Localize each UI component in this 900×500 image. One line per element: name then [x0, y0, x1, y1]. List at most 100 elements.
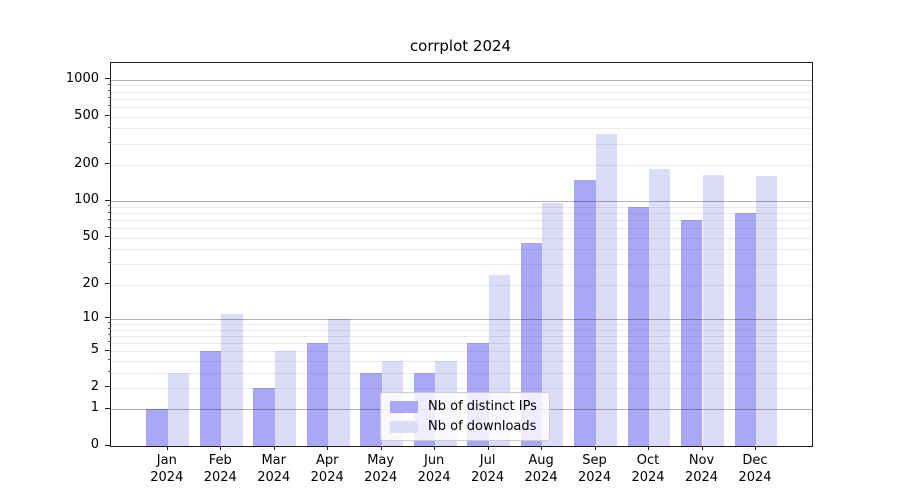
minor-gridline — [111, 85, 812, 87]
y-minor-tick — [108, 262, 111, 264]
x-tick-label: Oct 2024 — [616, 452, 680, 486]
x-tick-label: Aug 2024 — [509, 452, 573, 486]
x-tick-year: 2024 — [631, 470, 665, 485]
bar-downloads-sep — [595, 133, 617, 446]
minor-gridline — [111, 106, 812, 108]
minor-gridline — [111, 329, 812, 331]
x-tick-month: Nov — [688, 453, 715, 468]
y-tick — [105, 78, 111, 80]
y-tick-label: 50 — [82, 228, 99, 244]
bar-ips-apr — [306, 342, 329, 446]
legend: Nb of distinct IPs Nb of downloads — [380, 392, 550, 441]
legend-label-ips: Nb of distinct IPs — [428, 399, 537, 414]
x-tick-year: 2024 — [257, 470, 291, 485]
y-tick-label: 500 — [74, 107, 99, 123]
y-minor-tick — [108, 83, 111, 85]
minor-gridline — [111, 98, 812, 100]
y-minor-tick — [108, 334, 111, 336]
bar-downloads-jan — [167, 372, 190, 446]
minor-gridline — [111, 249, 812, 251]
y-minor-tick — [108, 328, 111, 330]
bar-downloads-nov — [702, 175, 724, 446]
bar-downloads-aug — [542, 203, 564, 446]
y-minor-tick — [108, 90, 111, 92]
bar-ips-nov — [681, 220, 703, 446]
bar-ips-dec — [734, 213, 756, 446]
minor-gridline — [111, 220, 812, 222]
minor-gridline — [111, 143, 812, 145]
minor-gridline — [111, 372, 812, 374]
x-tick — [594, 446, 596, 450]
y-minor-tick — [108, 283, 111, 285]
chart-title: corrplot 2024 — [409, 37, 512, 55]
minor-gridline — [111, 164, 812, 166]
minor-gridline — [111, 335, 812, 337]
x-tick-label: Nov 2024 — [670, 452, 734, 486]
bar-downloads-apr — [328, 318, 350, 446]
x-tick-label: Apr 2024 — [295, 452, 359, 486]
y-minor-tick — [108, 349, 111, 351]
minor-gridline — [111, 128, 812, 130]
y-tick-label: 1 — [90, 400, 99, 416]
x-tick-year: 2024 — [578, 470, 612, 485]
x-tick — [273, 446, 275, 450]
x-tick-label: Sep 2024 — [563, 452, 627, 486]
y-minor-tick — [108, 126, 111, 128]
y-tick-label: 100 — [74, 192, 99, 208]
y-tick — [105, 407, 111, 409]
y-minor-tick — [108, 142, 111, 143]
bar-ips-oct — [627, 206, 650, 446]
x-tick-month: Apr — [315, 453, 339, 468]
bar-ips-mar — [253, 387, 275, 446]
x-tick-label: May 2024 — [349, 452, 413, 486]
minor-gridline — [111, 91, 812, 93]
x-tick — [541, 446, 543, 450]
legend-swatch-ips — [390, 400, 418, 413]
y-tick-label: 200 — [74, 155, 99, 171]
x-tick — [166, 446, 168, 450]
x-tick-year: 2024 — [524, 470, 558, 485]
y-minor-tick — [108, 341, 111, 343]
major-gridline — [111, 318, 812, 320]
x-tick-year: 2024 — [738, 470, 772, 485]
x-tick-month: Feb — [208, 453, 232, 468]
bar-ips-sep — [574, 180, 596, 446]
x-tick-month: Jan — [156, 453, 177, 468]
minor-gridline — [111, 351, 812, 353]
x-tick-label: Jun 2024 — [402, 452, 466, 486]
legend-label-downloads: Nb of downloads — [428, 419, 537, 434]
y-minor-tick — [108, 322, 111, 324]
y-minor-tick — [108, 371, 111, 373]
bar-ips-feb — [199, 351, 222, 446]
x-tick-label: Jul 2024 — [456, 452, 520, 486]
x-tick-year: 2024 — [684, 470, 719, 485]
x-tick-year: 2024 — [203, 470, 237, 485]
x-tick-month: Oct — [636, 453, 660, 468]
y-tick — [105, 444, 111, 446]
x-tick-year: 2024 — [150, 470, 184, 485]
y-minor-tick — [108, 236, 111, 238]
minor-gridline — [111, 284, 812, 286]
minor-gridline — [111, 206, 812, 208]
minor-gridline — [111, 342, 812, 344]
x-tick-month: Sep — [582, 453, 607, 468]
minor-gridline — [111, 237, 812, 239]
y-tick — [105, 317, 111, 319]
x-tick-month: Jun — [423, 453, 445, 468]
bar-ips-jan — [146, 409, 168, 446]
y-minor-tick — [108, 163, 111, 165]
y-minor-tick — [108, 205, 111, 207]
x-tick — [380, 446, 382, 450]
x-tick — [327, 446, 329, 450]
bar-downloads-feb — [221, 314, 243, 446]
bar-downloads-mar — [274, 351, 297, 446]
x-tick — [220, 446, 222, 450]
minor-gridline — [111, 387, 812, 389]
x-tick-year: 2024 — [471, 470, 505, 485]
y-tick-label: 0 — [90, 437, 99, 452]
y-minor-tick — [108, 359, 111, 361]
major-gridline — [111, 201, 812, 203]
y-minor-tick — [108, 105, 111, 107]
x-tick-month: Mar — [261, 453, 286, 468]
y-minor-tick — [108, 218, 111, 220]
